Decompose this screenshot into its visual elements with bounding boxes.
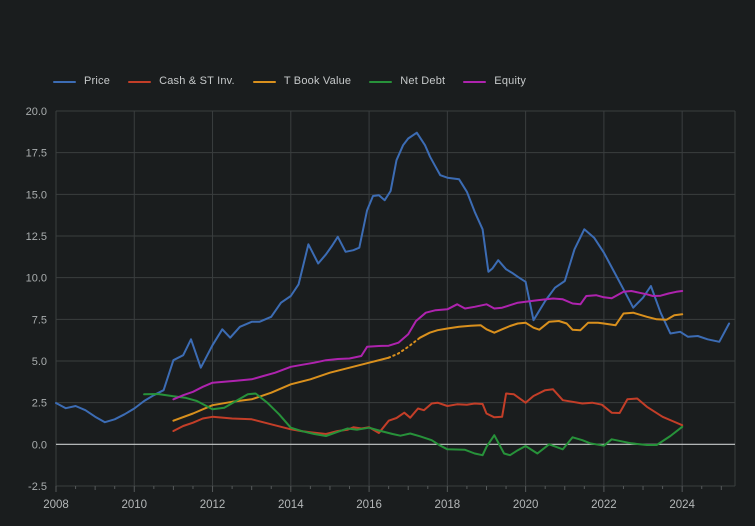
legend-label: Net Debt [400, 75, 446, 87]
series-line [172, 290, 684, 401]
grid-lines [55, 110, 736, 487]
legend-swatch-t-book-value [252, 80, 276, 83]
legend-swatch-cash-st-inv [128, 80, 152, 83]
series-cash-st-inv [172, 388, 684, 435]
series-line [143, 392, 684, 457]
legend-item-cash-st-inv[interactable]: Cash & ST Inv. [128, 75, 235, 87]
x-axis-tick-label: 2014 [278, 499, 304, 511]
y-axis-tick-label: 15.0 [26, 189, 47, 201]
legend-label: Price [84, 75, 111, 87]
legend-item-t-book-value[interactable]: T Book Value [252, 75, 352, 87]
legend-item-net-debt[interactable]: Net Debt [369, 75, 445, 87]
y-axis-tick-label: 10.0 [26, 273, 47, 285]
x-axis-tick-label: 2018 [435, 499, 461, 511]
y-axis-tick-label: 12.5 [26, 231, 47, 243]
series-equity [172, 290, 684, 401]
legend-item-price[interactable]: Price [53, 75, 110, 87]
y-axis-tick-label: 0.0 [32, 439, 47, 451]
series-price [55, 131, 731, 424]
legend-label: T Book Value [283, 75, 352, 87]
y-axis-tick-label: -2.5 [28, 481, 47, 493]
legend-swatch-price [53, 80, 76, 83]
y-axis-tick-label: 5.0 [32, 356, 47, 368]
legend: Price Cash & ST Inv. T Book Value Net Debt E… [53, 75, 526, 87]
legend-item-equity[interactable]: Equity [463, 75, 526, 87]
x-axis-tick-label: 2012 [200, 499, 226, 511]
series-line [172, 388, 684, 435]
x-axis-tick-label: 2010 [121, 499, 147, 511]
y-axis-tick-label: 2.5 [32, 398, 47, 410]
x-axis-tick-label: 2024 [669, 499, 695, 511]
series-line [172, 356, 390, 422]
y-axis-labels: 20.0 17.5 15.0 12.5 10.0 7.5 5.0 2.5 0.0 -2.5 [26, 106, 47, 493]
legend-swatch-net-debt [369, 80, 393, 83]
series-t-book-value [172, 311, 684, 422]
series-line [55, 131, 731, 424]
x-axis-tick-label: 2008 [43, 499, 69, 511]
y-axis-tick-label: 7.5 [32, 314, 47, 326]
series-line [419, 311, 684, 339]
x-axis-tick-label: 2016 [356, 499, 382, 511]
y-axis-tick-label: 20.0 [26, 106, 47, 118]
series-line [387, 336, 421, 359]
legend-label: Equity [494, 75, 527, 87]
x-axis-labels: 2008 2010 2012 2014 2016 2018 2020 2022 2024 [43, 499, 695, 511]
legend-label: Cash & ST Inv. [159, 75, 235, 87]
x-axis-ticks [55, 486, 722, 492]
legend-swatch-equity [463, 80, 487, 83]
y-axis-tick-label: 17.5 [26, 148, 47, 160]
x-axis-tick-label: 2020 [513, 499, 539, 511]
x-axis-tick-label: 2022 [591, 499, 617, 511]
series-net-debt [143, 392, 684, 457]
